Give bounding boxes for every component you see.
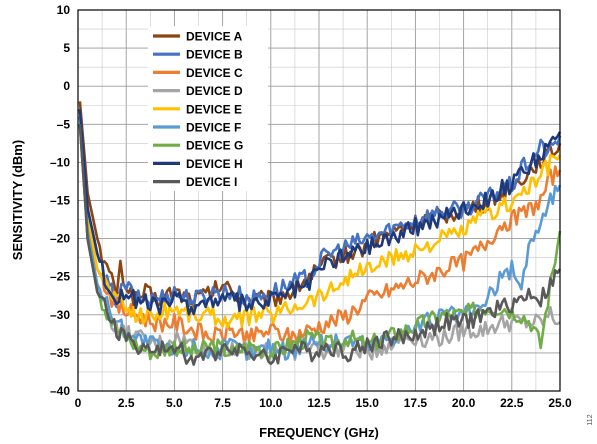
y-tick-label: –20 — [50, 232, 70, 246]
x-tick-label: 17.5 — [404, 396, 428, 410]
series-layer — [78, 101, 562, 366]
plot-frame — [77, 9, 561, 392]
y-tick-labels: 10 5 0 –5 –10 –15 –20 –25 –30 –35 –40 — [50, 3, 70, 398]
series-line-device-i — [78, 124, 562, 366]
y-tick-label: –30 — [50, 308, 70, 322]
series-line-device-h — [78, 108, 562, 316]
y-tick-label: –25 — [50, 270, 70, 284]
y-axis-title: SENSITIVITY (dBm) — [10, 140, 25, 260]
x-tick-label: 2.5 — [118, 396, 135, 410]
y-tick-label: –15 — [50, 194, 70, 208]
x-tick-label: 5.0 — [166, 396, 183, 410]
y-tick-label: 5 — [63, 41, 70, 55]
legend-label: DEVICE G — [186, 139, 243, 153]
series-line-device-e — [78, 109, 562, 329]
x-tick-labels: 0 2.5 5.0 7.5 10.0 12.5 15.0 17.5 20.0 22.5 25.0 — [75, 396, 572, 410]
x-tick-label: 20.0 — [452, 396, 476, 410]
x-tick-label: 12.5 — [307, 396, 331, 410]
y-tick-label: –40 — [50, 384, 70, 398]
series-line-device-b — [78, 108, 562, 309]
x-tick-label: 25.0 — [548, 396, 572, 410]
x-tick-label: 7.5 — [214, 396, 231, 410]
legend: DEVICE A DEVICE B DEVICE C DEVICE D DEVICE E… — [153, 30, 243, 189]
x-tick-label: 0 — [75, 396, 82, 410]
legend-label: DEVICE F — [186, 121, 241, 135]
series-line-device-c — [78, 116, 562, 346]
legend-label: DEVICE H — [186, 157, 243, 171]
x-tick-label: 10.0 — [259, 396, 283, 410]
y-tick-label: –35 — [50, 346, 70, 360]
y-tick-label: –5 — [57, 117, 71, 131]
x-axis-title: FREQUENCY (GHz) — [259, 425, 379, 440]
figure-id: 112 — [587, 414, 594, 425]
legend-label: DEVICE C — [186, 66, 243, 80]
x-tick-label: 15.0 — [356, 396, 380, 410]
legend-label: DEVICE E — [186, 102, 242, 116]
y-tick-label: –10 — [50, 155, 70, 169]
legend-label: DEVICE I — [186, 175, 237, 189]
legend-label: DEVICE A — [186, 30, 243, 44]
x-tick-label: 22.5 — [500, 396, 524, 410]
y-tick-label: 0 — [63, 79, 70, 93]
y-tick-label: 10 — [57, 3, 71, 17]
legend-label: DEVICE B — [186, 48, 243, 62]
legend-label: DEVICE D — [186, 84, 243, 98]
